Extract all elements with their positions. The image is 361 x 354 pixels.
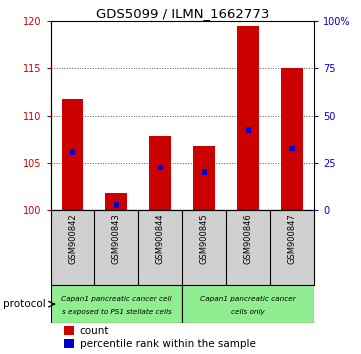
Bar <box>193 146 215 210</box>
Text: count: count <box>79 326 109 336</box>
Text: GSM900846: GSM900846 <box>244 213 253 264</box>
Bar <box>64 326 74 335</box>
Bar <box>149 136 171 210</box>
Bar <box>202 169 207 175</box>
Text: s exposed to PS1 stellate cells: s exposed to PS1 stellate cells <box>61 309 171 315</box>
Text: GSM900845: GSM900845 <box>200 213 209 264</box>
Text: Capan1 pancreatic cancer: Capan1 pancreatic cancer <box>200 296 296 302</box>
Bar <box>158 165 163 170</box>
Bar <box>61 98 83 210</box>
Title: GDS5099 / ILMN_1662773: GDS5099 / ILMN_1662773 <box>96 7 269 20</box>
Bar <box>182 285 314 323</box>
Bar <box>64 339 74 348</box>
Text: percentile rank within the sample: percentile rank within the sample <box>79 339 255 349</box>
Bar <box>51 285 182 323</box>
Bar <box>105 193 127 210</box>
Text: cells only: cells only <box>231 309 265 315</box>
Text: protocol: protocol <box>3 299 45 309</box>
Text: GSM900842: GSM900842 <box>68 213 77 264</box>
Bar <box>245 127 251 132</box>
Text: GSM900847: GSM900847 <box>288 213 297 264</box>
Bar <box>70 149 75 155</box>
Bar <box>237 26 259 210</box>
Text: GSM900844: GSM900844 <box>156 213 165 264</box>
Bar <box>281 68 303 210</box>
Text: GSM900843: GSM900843 <box>112 213 121 264</box>
Bar <box>290 146 295 152</box>
Text: Capan1 pancreatic cancer cell: Capan1 pancreatic cancer cell <box>61 296 172 302</box>
Bar <box>114 202 119 208</box>
